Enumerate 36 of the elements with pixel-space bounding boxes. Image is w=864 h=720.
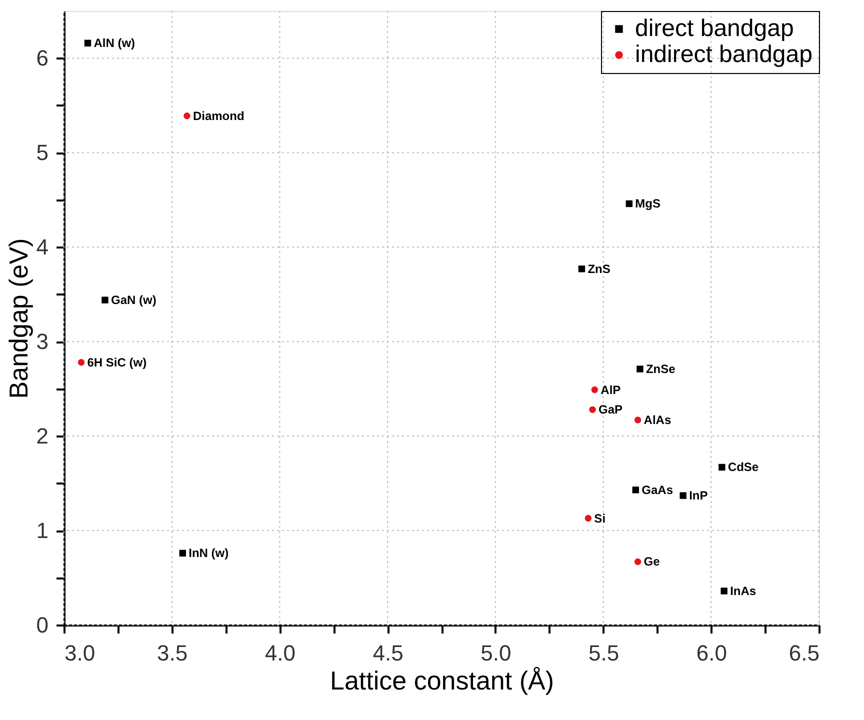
y-tick-label: 5 [36, 140, 48, 166]
legend-label: indirect bandgap [635, 41, 812, 68]
x-axis-title: Lattice constant (Å) [330, 666, 554, 696]
x-tick-label: 4.0 [264, 640, 296, 666]
x-tick-label: 5.5 [588, 640, 620, 666]
x-tick-label: 3.5 [157, 640, 188, 666]
annotation: ZnS [588, 262, 610, 276]
annotation: MgS [635, 196, 661, 211]
annotation: AlN (w) [94, 36, 136, 50]
x-tick-label: 6.0 [696, 640, 727, 666]
x-tick-label: 4.5 [372, 640, 404, 666]
annotation: InN (w) [188, 546, 229, 560]
y-tick-label: 3 [36, 329, 48, 354]
x-tick-label: 6.5 [788, 640, 820, 666]
annotation: GaN (w) [110, 293, 156, 308]
annotation: InAs [730, 584, 756, 598]
annotation: AlP [600, 382, 621, 397]
x-tick-label: 3.0 [64, 640, 96, 666]
annotation: GaAs [642, 482, 674, 497]
annotation: AlAs [644, 413, 672, 428]
y-tick-label: 1 [36, 518, 48, 544]
y-tick-label: 0 [36, 612, 48, 638]
annotation: Si [594, 511, 606, 526]
y-tick-label: 6 [36, 46, 48, 71]
annotation: InP [689, 488, 708, 503]
annotation: GaP [598, 402, 623, 417]
annotation: 6H SiC (w) [87, 355, 147, 370]
y-tick-label: 2 [36, 424, 48, 449]
y-tick-label: 4 [36, 234, 48, 260]
annotation: CdSe [728, 460, 759, 474]
legend-label: direct bandgap [635, 15, 794, 42]
x-tick-label: 5.0 [480, 640, 512, 666]
annotation: ZnSe [646, 362, 676, 376]
y-axis-title: Bandgap (eV) [3, 238, 34, 399]
annotation: Ge [644, 554, 660, 569]
annotation: Diamond [192, 108, 244, 123]
